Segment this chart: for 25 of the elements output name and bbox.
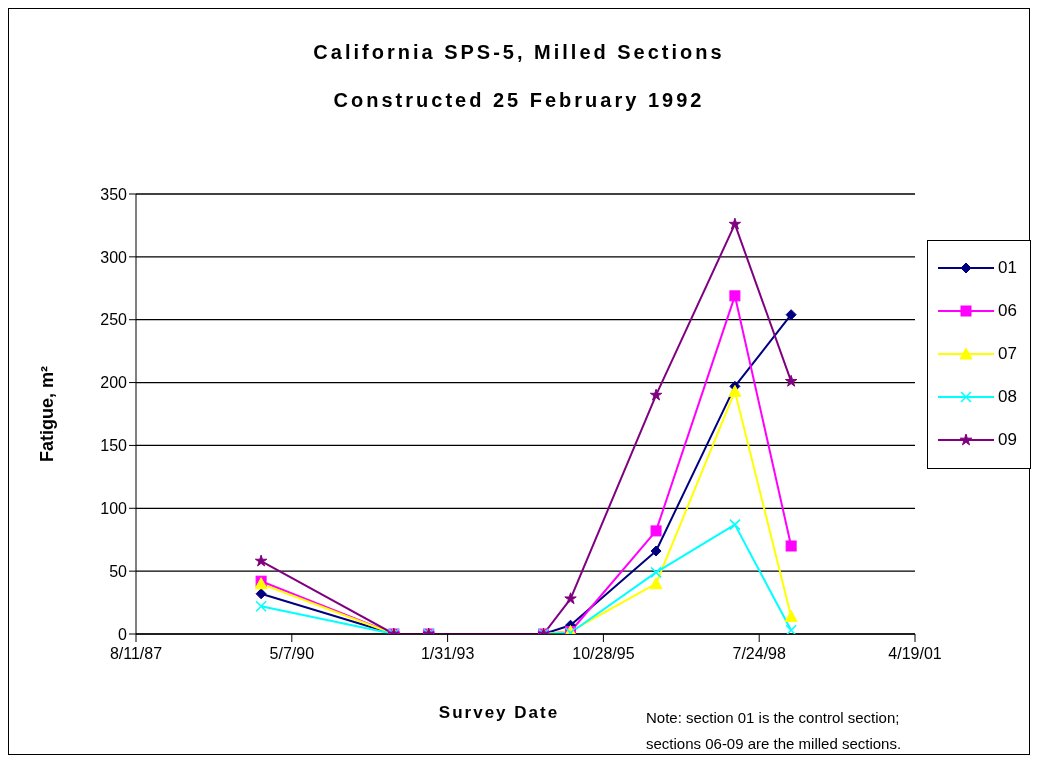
y-tick-label: 300 (100, 248, 128, 266)
y-tick-label: 100 (100, 499, 128, 517)
y-tick-label: 200 (100, 374, 128, 392)
y-axis-title: Fatigue, m² (37, 365, 58, 463)
chart-title: California SPS-5, Milled Sections (312, 41, 726, 64)
legend-label: 08 (998, 387, 1017, 407)
legend-label: 09 (998, 430, 1017, 450)
x-tick-label: 7/24/98 (732, 645, 786, 663)
x-tick-label: 10/28/95 (572, 645, 635, 663)
chart-subtitle: Constructed 25 February 1992 (332, 89, 706, 112)
y-tick-label: 0 (118, 625, 128, 643)
legend-label: 07 (998, 344, 1017, 364)
x-tick-label: 1/31/93 (420, 645, 475, 663)
y-tick-label: 50 (109, 562, 128, 580)
y-tick-label: 250 (100, 311, 128, 329)
x-axis-title: Survey Date (437, 703, 561, 723)
x-tick-label: 8/11/87 (109, 645, 163, 663)
text: Note: section 01 is the control section; (646, 709, 900, 726)
legend-label: 01 (998, 258, 1017, 278)
y-tick-label: 150 (100, 437, 128, 455)
x-tick-label: 4/19/01 (888, 645, 942, 663)
legend-label: 06 (998, 301, 1017, 321)
y-tick-label: 350 (100, 185, 128, 203)
text: sections 06-09 are the milled sections. (646, 735, 902, 752)
x-tick-label: 5/7/90 (269, 645, 315, 663)
